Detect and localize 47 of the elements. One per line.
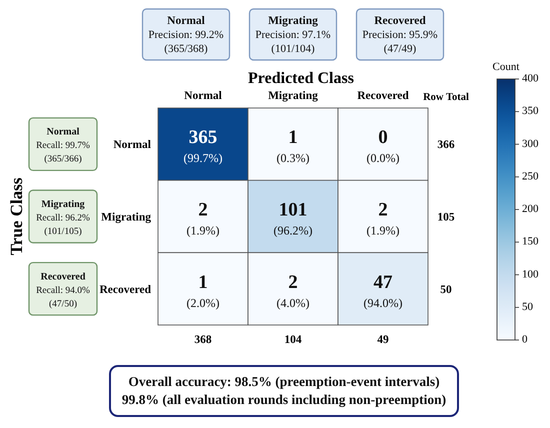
x-tick-label: Normal — [167, 15, 205, 27]
x-tick-label: Recovered — [374, 15, 426, 27]
color-bar-label: 250 — [522, 170, 539, 182]
category-label: Recovered — [357, 90, 409, 102]
text: Recall: 96.2% (101/105) — [36, 214, 90, 237]
y-axis-title: True Class — [7, 177, 26, 256]
category-label: Recovered — [99, 284, 151, 296]
text: Precision: 97.1% (101/104) — [255, 29, 331, 55]
color-bar-label: 100 — [522, 268, 539, 280]
data-label: 365 (99.7%) — [184, 127, 222, 166]
color-bar-label: 350 — [522, 105, 539, 118]
y2-tick-label: 366 — [437, 139, 455, 152]
y2-tick-label: 50 — [440, 284, 452, 296]
color-bar-label: 400 — [522, 72, 539, 85]
color-bar-label: 50 — [522, 300, 534, 313]
color-bar-label: 150 — [522, 236, 539, 248]
text: Precision: 95.9% (47/49) — [362, 29, 438, 55]
y-tick-label: Recovered — [40, 271, 86, 282]
y2-tick-label: 105 — [437, 212, 455, 224]
category-label: Normal — [113, 139, 151, 152]
y2-axis-title: Row Total — [423, 92, 469, 103]
text: 368 — [194, 334, 212, 346]
color-bar-label: 200 — [522, 203, 539, 216]
category-label: Normal — [184, 90, 222, 102]
y-tick-label: Migrating — [41, 199, 85, 210]
text: Overall accuracy: 98.5% (preemption-event intervals) 99.8% (all evaluation rounds including non-preemption) — [122, 374, 446, 407]
color-bar-label: 0 — [522, 334, 528, 346]
color-bar-title: Count — [492, 61, 520, 73]
data-label: 101 (96.2%) — [274, 200, 312, 238]
data-label: 1 (2.0%) — [186, 272, 220, 310]
color-bar-label: 300 — [522, 138, 539, 150]
y-tick-label: Normal — [46, 126, 80, 138]
data-label: 2 (1.9%) — [186, 200, 220, 238]
data-label: 1 (0.3%) — [276, 127, 310, 166]
text: Recall: 99.7% (365/366) — [36, 141, 90, 165]
text: 49 — [377, 334, 389, 346]
category-label: Migrating — [101, 212, 151, 224]
data-label: 2 (4.0%) — [276, 272, 310, 310]
text: Recall: 94.0% (47/50) — [36, 286, 90, 310]
data-label: 0 (0.0%) — [366, 127, 400, 166]
x-tick-label: Migrating — [268, 15, 318, 27]
data-label: 2 (1.9%) — [366, 200, 400, 238]
category-label: Migrating — [268, 90, 318, 102]
x-axis-title: Predicted Class — [248, 70, 354, 87]
data-label: 47 (94.0%) — [364, 272, 402, 310]
text: 104 — [284, 334, 302, 346]
text: Precision: 99.2% (365/368) — [148, 29, 224, 55]
